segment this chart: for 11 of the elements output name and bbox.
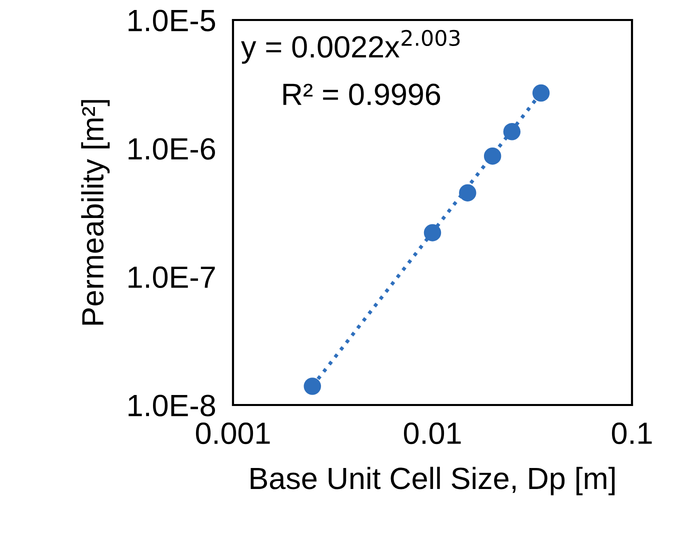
x-tick-label: 0.001 <box>196 422 270 444</box>
y-tick-label: 1.0E-7 <box>128 266 215 288</box>
y-axis-title: Permeability [m²] <box>81 100 110 325</box>
annotation: y = 0.0022x$^{2.003}$ <box>241 30 460 64</box>
y-tick-label: 1.0E-6 <box>128 138 215 160</box>
x-tick-label: 0.01 <box>404 422 461 444</box>
x-tick-label: 0.1 <box>612 422 652 444</box>
x-axis-title: Base Unit Cell Size, Dp [m] <box>250 466 615 496</box>
annotation: R² = 0.9996 <box>283 84 440 106</box>
y-tick-label: 1.0E-5 <box>128 10 216 32</box>
y-tick-label: 1.0E-8 <box>128 394 216 416</box>
